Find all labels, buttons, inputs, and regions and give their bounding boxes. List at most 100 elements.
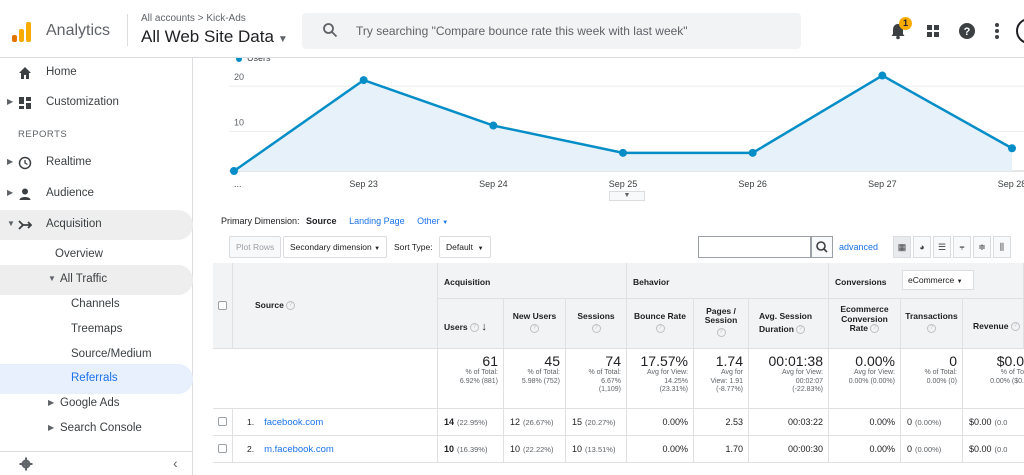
dimension-landing-page[interactable]: Landing Page <box>349 216 405 226</box>
help-icon[interactable]: ? <box>927 324 936 333</box>
secondary-dimension-dropdown[interactable]: Secondary dimension ▼ <box>283 236 388 258</box>
source-link[interactable]: m.facebook.com <box>264 444 334 455</box>
sidebar-item-treemaps[interactable]: Treemaps <box>0 315 193 345</box>
help-icon[interactable]: ? <box>591 324 601 333</box>
help-icon[interactable]: ? <box>870 324 880 334</box>
sort-type-dropdown[interactable]: Default ▼ <box>439 236 491 258</box>
plot-rows-button[interactable]: Plot Rows <box>229 236 282 258</box>
account-breadcrumb[interactable]: All accounts > Kick-Ads <box>141 13 246 24</box>
row-checkbox-cell <box>213 436 233 463</box>
table-view-icon[interactable]: ▦ <box>893 236 911 258</box>
chart-points <box>230 71 1016 175</box>
help-icon[interactable]: ? <box>958 22 976 40</box>
source-link[interactable]: facebook.com <box>264 417 324 428</box>
row-number: 2. <box>247 444 255 454</box>
sessions-column-header[interactable]: Sessions? <box>566 299 627 349</box>
primary-dimension-label: Primary Dimension: <box>221 216 300 226</box>
sidebar-item-acquisition[interactable]: ▼ Acquisition <box>0 210 193 240</box>
help-icon[interactable]: ? <box>716 328 726 337</box>
gear-icon[interactable] <box>19 457 33 471</box>
sidebar-item-label: Treemaps <box>71 323 123 335</box>
revenue-column-header[interactable]: Revenue ? <box>963 299 1024 349</box>
avatar[interactable] <box>1016 18 1024 44</box>
avg-duration-column-header[interactable]: Avg. Session Duration ? <box>749 299 829 349</box>
new-users-cell: 10 (22.22%) <box>504 436 566 463</box>
collapse-sidebar-icon[interactable]: ‹ <box>173 455 178 471</box>
pages-session-column-header[interactable]: Pages / Session? <box>694 299 749 349</box>
help-icon[interactable]: ? <box>1010 322 1020 332</box>
comparison-view-icon[interactable]: ⫧ <box>953 236 971 258</box>
pie-view-icon[interactable]: ◕ <box>913 236 931 258</box>
sidebar-item-channels[interactable]: Channels <box>0 290 193 320</box>
table-search-input[interactable] <box>698 236 811 258</box>
revenue-cell: $0.00 (0.0 <box>963 409 1024 436</box>
row-checkbox[interactable] <box>218 444 227 453</box>
sidebar-item-search-console[interactable]: ▶ Search Console <box>0 414 193 444</box>
pivot-view-icon[interactable]: ⫼ <box>993 236 1011 258</box>
new-users-percent: (26.67%) <box>523 418 554 427</box>
apps-grid-icon[interactable] <box>925 23 941 39</box>
ecom-value: 0.00% <box>869 417 895 427</box>
ecom-rate-column-header[interactable]: Ecommerce Conversion Rate ? <box>829 299 901 349</box>
help-icon[interactable]: ? <box>796 325 806 335</box>
pages-cell: 2.53 <box>694 409 749 436</box>
help-icon[interactable]: ? <box>470 323 480 333</box>
term-cloud-view-icon[interactable]: ≑ <box>973 236 991 258</box>
users-column-header[interactable]: Users ? ↓ <box>438 299 504 349</box>
chevron-down-icon: ▼ <box>7 219 15 228</box>
sessions-value: 15 <box>572 417 583 427</box>
bounce-value: 0.00% <box>662 417 688 427</box>
sidebar-item-customization[interactable]: ▶ Customization <box>0 88 193 118</box>
new-users-column-header[interactable]: New Users? <box>504 299 566 349</box>
select-all-cell <box>213 263 233 349</box>
help-icon[interactable]: ? <box>655 324 665 333</box>
totals-avg-duration: 00:01:38 Avg for View: 00:02:07 (-22.83%… <box>749 349 829 409</box>
new-users-column-label: New Users <box>512 311 557 321</box>
row-checkbox[interactable] <box>218 417 227 426</box>
acquisition-group-label: Acquisition <box>444 277 491 287</box>
transactions-column-label: Transactions <box>905 311 958 321</box>
ecom-cell: 0.00% <box>829 409 901 436</box>
data-table: Source ? Acquisition Behavior Conversion… <box>213 263 1024 475</box>
sidebar-item-audience[interactable]: ▶ Audience <box>0 179 193 209</box>
sidebar-item-home[interactable]: Home <box>0 58 193 88</box>
property-selector[interactable]: All Web Site Data ▼ <box>141 27 288 47</box>
sidebar-footer: ‹ <box>0 451 193 475</box>
totals-sessions-value: 74 <box>605 353 621 369</box>
reports-section-label: REPORTS <box>18 129 68 140</box>
help-icon[interactable]: ? <box>530 324 539 333</box>
sidebar-item-realtime[interactable]: ▶ Realtime <box>0 148 193 178</box>
sessions-column-label: Sessions <box>577 311 615 321</box>
more-vert-icon[interactable] <box>994 21 1000 41</box>
sidebar-item-source-medium[interactable]: Source/Medium <box>0 340 193 370</box>
dimension-source[interactable]: Source <box>306 216 337 226</box>
advanced-filter-link[interactable]: advanced <box>839 242 879 252</box>
dimension-other[interactable]: Other ▼ <box>417 216 448 226</box>
source-header[interactable]: Source ? <box>233 263 438 349</box>
analytics-logo[interactable] <box>12 20 34 42</box>
help-icon[interactable]: ? <box>286 301 296 311</box>
sessions-cell: 15 (20.27%) <box>566 409 627 436</box>
totals-users-sub1: % of Total: <box>465 369 498 376</box>
trans-value: 0 <box>907 444 913 454</box>
sidebar-item-overview[interactable]: Overview <box>0 240 193 270</box>
chart-resize-handle[interactable]: ▼ <box>609 191 645 201</box>
search-input[interactable]: Try searching "Compare bounce rate this … <box>302 13 801 49</box>
transactions-column-header[interactable]: Transactions? <box>901 299 963 349</box>
trans-value: 0 <box>907 417 913 427</box>
table-search-button[interactable] <box>811 236 833 258</box>
conversions-type-dropdown[interactable]: eCommerce ▼ <box>902 270 974 290</box>
performance-view-icon[interactable]: ☰ <box>933 236 951 258</box>
select-all-checkbox[interactable] <box>218 301 227 310</box>
chevron-right-icon: ▶ <box>48 423 55 432</box>
bounce-rate-column-header[interactable]: Bounce Rate? <box>627 299 694 349</box>
new-users-percent: (22.22%) <box>523 445 554 454</box>
sidebar-item-google-ads[interactable]: ▶ Google Ads <box>0 389 193 419</box>
sidebar-item-referrals[interactable]: Referrals <box>0 364 193 394</box>
sidebar-item-all-traffic[interactable]: ▼ All Traffic <box>0 265 193 295</box>
revenue-value: $0.00 <box>969 417 992 427</box>
row-number: 1. <box>247 417 255 427</box>
totals-duration-sub2: 00:02:07 <box>795 377 823 385</box>
chevron-down-icon: ▼ <box>956 279 963 285</box>
duration-cell: 00:00:30 <box>749 436 829 463</box>
